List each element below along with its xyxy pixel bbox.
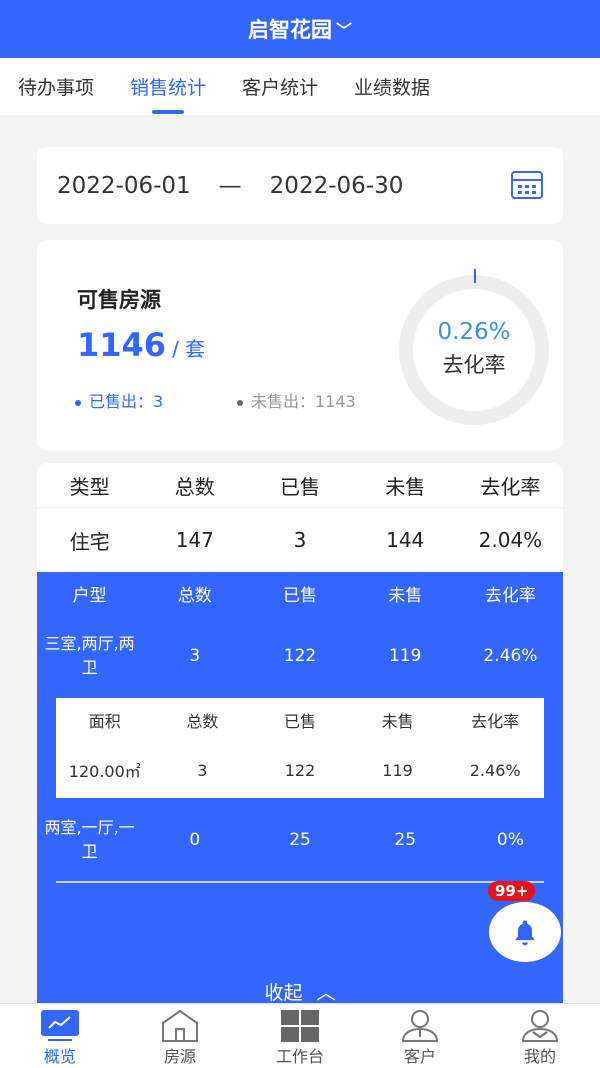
- sell-through-ring: 0.26% 去化率: [399, 269, 549, 425]
- tab-bar: 待办事项 销售统计 客户统计 业绩数据: [0, 58, 600, 115]
- nav-label: 工作台: [275, 1047, 324, 1066]
- sold-dot: [75, 399, 81, 406]
- nav-label: 概览: [43, 1047, 76, 1066]
- rate-value: 0.26%: [437, 319, 511, 345]
- cell: 住宅: [69, 529, 110, 554]
- col-header: 未售: [381, 712, 414, 731]
- cell: 3: [189, 646, 201, 666]
- bottom-nav: 概览 房源 工作台 客户 我的: [0, 1003, 600, 1068]
- cell: 0: [189, 830, 201, 850]
- cell: 2.46%: [483, 646, 538, 666]
- unit-label: / 套: [172, 337, 206, 361]
- tab-sales-stats[interactable]: 销售统计: [130, 73, 206, 100]
- table-row: 120.00㎡ 3 122 119 2.46%: [56, 742, 544, 798]
- cell: 122: [284, 760, 316, 780]
- col-header: 总数: [174, 474, 215, 499]
- notification-button[interactable]: [489, 902, 561, 962]
- cell: 两室,一厅,一卫: [44, 818, 135, 861]
- collapse-button[interactable]: 收起 ︿: [37, 978, 563, 1003]
- header-title-button[interactable]: 启智花园 ﹀: [0, 0, 600, 58]
- nav-label: 房源: [163, 1047, 196, 1066]
- col-header: 已售: [280, 474, 320, 499]
- cell: 144: [386, 528, 425, 552]
- sales-table: 类型 总数 已售 未售 去化率 住宅 147 3 144 2.04% 户型 总数 已售 未售 去化率 三…: [37, 463, 563, 1003]
- nav-overview[interactable]: 概览: [0, 1004, 120, 1068]
- unsold-dot: [237, 399, 243, 406]
- cell: 2.04%: [478, 528, 543, 552]
- table-row[interactable]: 住宅 147 3 144 2.04%: [37, 508, 563, 572]
- chart-icon: [41, 1010, 79, 1041]
- cell: 25: [289, 830, 311, 850]
- nav-me[interactable]: 我的: [480, 1004, 600, 1068]
- cell: 119: [388, 646, 422, 666]
- end-date[interactable]: 2022-06-30: [269, 172, 404, 199]
- notification-badge: 99+: [488, 881, 536, 901]
- cell: 0%: [496, 830, 524, 850]
- cell: 119: [382, 760, 413, 780]
- table-row[interactable]: 两室,一厅,一卫 0 25 25 0%: [37, 798, 563, 882]
- cell: 25: [394, 830, 417, 850]
- col-header: 已售: [283, 712, 316, 731]
- date-separator: —: [218, 172, 242, 199]
- layout-table-header: 户型 总数 已售 未售 去化率: [37, 572, 563, 614]
- unsold-label: 未售出：1143: [251, 392, 356, 411]
- grid-icon: [281, 1010, 319, 1042]
- col-header: 户型: [72, 585, 107, 606]
- col-header: 去化率: [471, 712, 520, 731]
- total-units: 1146/ 套: [77, 326, 205, 364]
- stats-title: 可售房源: [77, 288, 161, 312]
- available-units-card: 可售房源 1146/ 套 已售出：3 未售出：1143 0.26% 去化率: [37, 240, 563, 450]
- unsold-legend: 未售出：1143: [237, 388, 356, 412]
- sold-label: 已售出：3: [89, 392, 164, 411]
- area-table: 面积 总数 已售 未售 去化率 120.00㎡ 3 122 119 2.46%: [56, 698, 544, 798]
- nav-customers[interactable]: 客户: [360, 1004, 480, 1068]
- house-icon: [162, 1009, 198, 1042]
- customer-icon: [401, 1010, 439, 1042]
- project-title: 启智花园: [247, 18, 332, 42]
- area-table-header: 面积 总数 已售 未售 去化率: [56, 698, 544, 742]
- col-header: 未售: [388, 585, 423, 606]
- ring-progress: [474, 269, 476, 283]
- table-row[interactable]: 三室,两厅,两卫 3 122 119 2.46%: [37, 614, 563, 698]
- start-date[interactable]: 2022-06-01: [57, 172, 191, 199]
- cell: 2.46%: [469, 760, 521, 780]
- collapse-label: 收起: [264, 982, 303, 1003]
- type-table-header: 类型 总数 已售 未售 去化率: [37, 463, 563, 508]
- cell: 3: [197, 760, 208, 780]
- cell: 122: [283, 646, 317, 666]
- bell-icon: [515, 920, 535, 946]
- nav-listings[interactable]: 房源: [120, 1004, 240, 1068]
- col-header: 类型: [69, 474, 110, 499]
- col-header: 去化率: [480, 474, 541, 499]
- calendar-icon[interactable]: [511, 171, 543, 199]
- nav-label: 客户: [403, 1047, 436, 1066]
- sold-legend: 已售出：3: [75, 388, 163, 412]
- date-range-picker[interactable]: 2022-06-01 — 2022-06-30: [37, 147, 563, 224]
- tab-todo[interactable]: 待办事项: [18, 77, 95, 99]
- cell: 147: [175, 528, 214, 552]
- nav-label: 我的: [523, 1047, 556, 1066]
- col-header: 总数: [177, 585, 212, 606]
- col-header: 去化率: [484, 585, 536, 606]
- chevron-up-icon: ︿: [316, 982, 336, 1003]
- nav-workbench[interactable]: 工作台: [240, 1004, 360, 1068]
- col-header: 总数: [186, 712, 219, 731]
- col-header: 未售: [385, 474, 426, 499]
- user-icon: [521, 1010, 559, 1042]
- col-header: 面积: [88, 712, 121, 731]
- cell: 120.00㎡: [68, 762, 141, 781]
- tab-performance[interactable]: 业绩数据: [354, 77, 431, 99]
- rate-label: 去化率: [442, 353, 506, 377]
- chevron-down-icon: ﹀: [335, 21, 352, 40]
- tab-customer-stats[interactable]: 客户统计: [242, 77, 319, 99]
- divider: [56, 881, 544, 883]
- layout-detail-panel: 户型 总数 已售 未售 去化率 三室,两厅,两卫 3 122 119 2.46% 面积 总数 已售未…: [37, 572, 563, 1003]
- col-header: 已售: [283, 585, 317, 606]
- cell: 3: [293, 528, 307, 552]
- total-value: 1146: [77, 326, 167, 364]
- cell: 三室,两厅,两卫: [44, 634, 135, 677]
